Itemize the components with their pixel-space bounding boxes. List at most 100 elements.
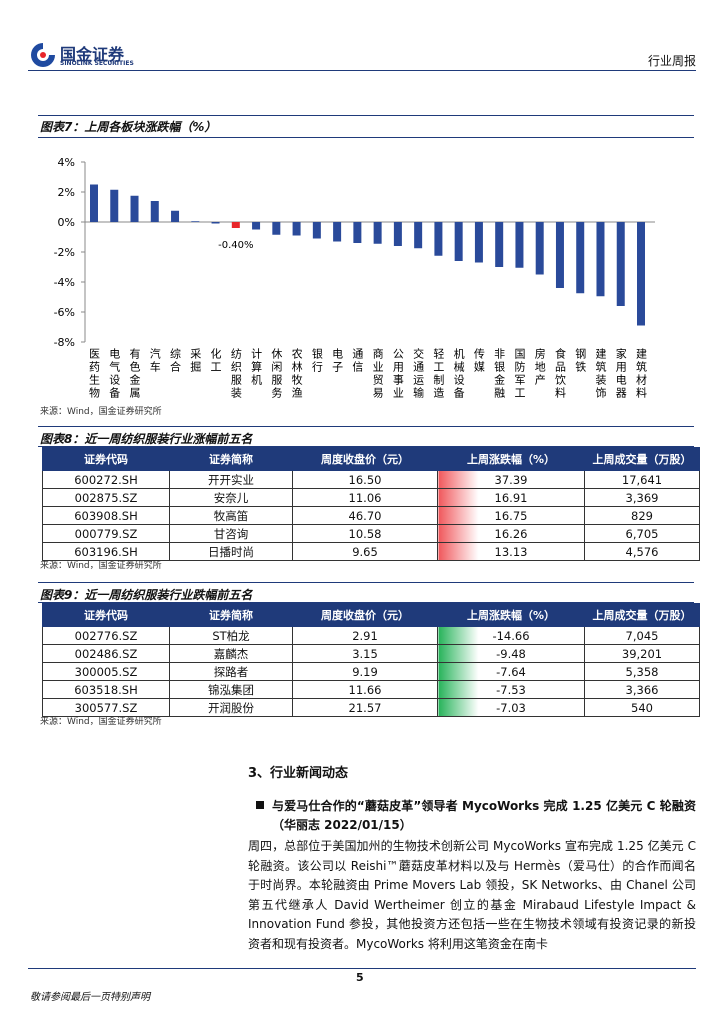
table-cell: 300577.SZ <box>42 698 170 717</box>
bar <box>576 222 585 294</box>
bar <box>150 201 159 222</box>
source-note: 来源：Wind，国金证券研究所 <box>40 717 162 727</box>
source-note: 来源：Wind，国金证券研究所 <box>40 561 162 571</box>
table-cell: 安奈儿 <box>169 488 293 507</box>
table-cell: 16.26 <box>437 524 585 543</box>
table-row: 600272.SH 开开实业 16.50 37.39 17,641 <box>42 470 700 489</box>
source-note: 来源：Wind，国金证券研究所 <box>40 407 162 417</box>
table-row: 002875.SZ 安奈儿 11.06 16.91 3,369 <box>42 488 700 507</box>
bar <box>637 222 645 326</box>
y-tick-label: -2% <box>54 246 75 259</box>
bar <box>515 222 524 268</box>
header-cell: 证券代码 <box>42 603 170 627</box>
table-cell: 002776.SZ <box>42 626 170 645</box>
x-tick-label: 银行 <box>310 347 323 374</box>
x-tick-label: 纺织服装 <box>229 347 242 400</box>
bar <box>171 210 180 222</box>
header-cell: 证券简称 <box>169 447 293 471</box>
table-cell: 9.19 <box>292 662 438 681</box>
table-cell: 3,369 <box>584 488 700 507</box>
table-cell: 16.50 <box>292 470 438 489</box>
bar <box>90 184 98 222</box>
chart: 4% 2% 0% -2% -4% -6% -8% 医药生物 电气设备 有色金属 汽车 综合 采掘 化工 -0… <box>54 156 655 400</box>
x-tick-label: 农林牧渔 <box>290 347 303 400</box>
table-cell: 002486.SZ <box>42 644 170 663</box>
table-cell: ST柏龙 <box>169 626 293 645</box>
table-cell: 3.15 <box>292 644 438 663</box>
table-row: 002776.SZ ST柏龙 2.91 -14.66 7,045 <box>42 626 700 645</box>
bar <box>292 222 301 236</box>
table-cell: 603908.SH <box>42 506 170 525</box>
table-row: 300005.SZ 探路者 9.19 -7.64 5,358 <box>42 662 700 681</box>
bar <box>434 222 443 256</box>
y-tick-label: -6% <box>54 306 75 319</box>
table-cell: 603196.SH <box>42 542 170 561</box>
data-label: -0.40% <box>218 240 253 251</box>
x-tick-label: 建筑装饰 <box>594 347 607 400</box>
table-cell: 开润股份 <box>169 698 293 717</box>
header-cell: 周度收盘价（元） <box>292 603 438 627</box>
table-cell: 829 <box>584 506 700 525</box>
chart-rule <box>38 137 694 138</box>
bar <box>535 222 544 275</box>
paragraph: 周四，总部位于美国加州的生物技术创新公司 MycoWorks 宣布完成 1.25… <box>248 839 696 951</box>
table-cell: 嘉麟杰 <box>169 644 293 663</box>
x-tick-label: 电气设备 <box>108 348 121 400</box>
table-cell: 21.57 <box>292 698 438 717</box>
table-cell: -7.03 <box>437 698 585 717</box>
table-cell: 300005.SZ <box>42 662 170 681</box>
bar <box>414 222 423 249</box>
header-row: 证券代码 证券简称 周度收盘价（元） 上周涨跌幅（%） 上周成交量（万股） <box>42 447 700 471</box>
x-tick-label: 建筑材料 <box>635 347 648 400</box>
section-heading: 3、行业新闻动态 <box>248 766 349 781</box>
table-cell: 37.39 <box>437 470 585 489</box>
bullet <box>256 801 264 809</box>
table-cell: 5,358 <box>584 662 700 681</box>
table-rule <box>38 602 694 603</box>
bar <box>555 222 564 288</box>
table-rule <box>38 446 694 447</box>
table-row: 603908.SH 牧高笛 46.70 16.75 829 <box>42 506 700 525</box>
table-cell: 甘咨询 <box>169 524 293 543</box>
table-cell: 16.75 <box>437 506 585 525</box>
bar <box>312 222 321 239</box>
table-cell: 39,201 <box>584 644 700 663</box>
table-cell: -14.66 <box>437 626 585 645</box>
bar <box>252 222 261 230</box>
footer-rule <box>28 968 696 969</box>
y-tick-label: 4% <box>58 156 75 169</box>
table-cell: 46.70 <box>292 506 438 525</box>
logo-text: 国金证券 <box>60 45 125 64</box>
x-tick-label: 传媒 <box>472 348 485 374</box>
x-tick-label: 家用电器 <box>614 347 627 400</box>
table-cell: 10.58 <box>292 524 438 543</box>
chart-title: 图表7：上周各板块涨跌幅（%） <box>40 120 217 134</box>
bar <box>110 189 119 222</box>
table-cell: -9.48 <box>437 644 585 663</box>
x-tick-label: 机械设备 <box>452 347 465 400</box>
x-tick-label: 休闲服务 <box>270 348 283 400</box>
y-tick-label: 2% <box>58 186 75 199</box>
logo-icon <box>31 43 55 67</box>
table-cell: 3,366 <box>584 680 700 699</box>
table-cell: -7.64 <box>437 662 585 681</box>
table-row: 002486.SZ 嘉麟杰 3.15 -9.48 39,201 <box>42 644 700 663</box>
x-tick-label: 通信 <box>351 348 364 374</box>
table-cell: 2.91 <box>292 626 438 645</box>
table-cell: 603518.SH <box>42 680 170 699</box>
header-cell: 证券简称 <box>169 603 293 627</box>
table-cell: 002875.SZ <box>42 488 170 507</box>
x-tick-label: 非银金融 <box>493 348 506 400</box>
bar <box>596 222 605 297</box>
table-cell: 11.06 <box>292 488 438 507</box>
x-tick-label: 电子 <box>331 348 344 374</box>
table-cell: 16.91 <box>437 488 585 507</box>
header-cell: 周度收盘价（元） <box>292 447 438 471</box>
table-title: 图表9：近一周纺织服装行业跌幅前五名 <box>40 588 253 602</box>
table-cell: 6,705 <box>584 524 700 543</box>
table-rule <box>38 426 694 427</box>
table-rule <box>38 582 694 583</box>
table-cell: 11.66 <box>292 680 438 699</box>
table-cell: 牧高笛 <box>169 506 293 525</box>
